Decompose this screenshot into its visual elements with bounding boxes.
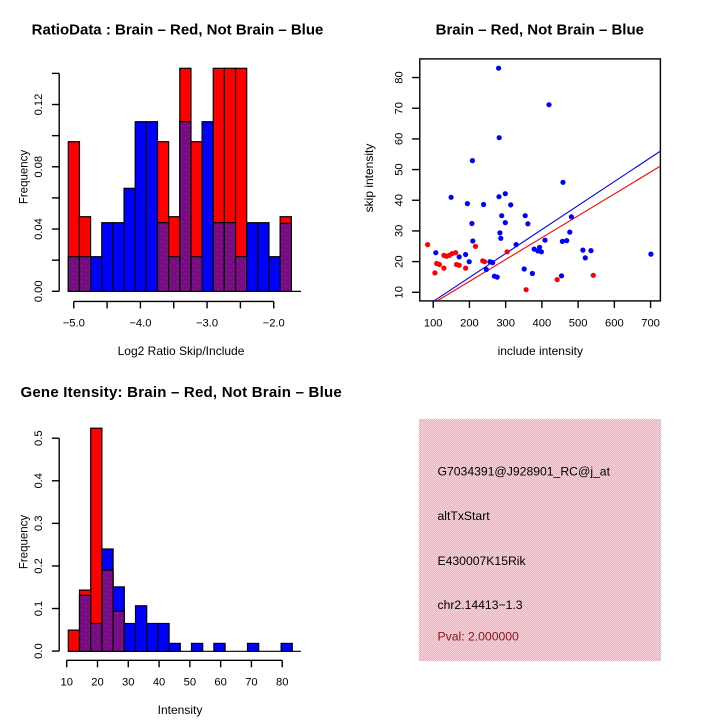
svg-text:0.12: 0.12 — [33, 94, 45, 116]
svg-text:−5.0: −5.0 — [63, 318, 85, 330]
svg-text:20: 20 — [91, 677, 103, 689]
svg-text:0.00: 0.00 — [33, 280, 45, 302]
svg-text:Log2 Ratio Skip/Include: Log2 Ratio Skip/Include — [118, 344, 245, 358]
svg-text:500: 500 — [569, 317, 588, 329]
svg-text:Frequency: Frequency — [19, 515, 31, 570]
svg-text:30: 30 — [394, 225, 406, 237]
svg-text:80: 80 — [276, 677, 288, 689]
svg-text:700: 700 — [641, 317, 660, 329]
svg-text:200: 200 — [460, 317, 479, 329]
svg-text:50: 50 — [394, 163, 406, 175]
svg-text:E430007K15Rik: E430007K15Rik — [438, 554, 527, 568]
svg-text:10: 10 — [60, 677, 72, 689]
svg-text:40: 40 — [153, 677, 165, 689]
svg-text:70: 70 — [245, 677, 257, 689]
svg-text:0.08: 0.08 — [33, 156, 45, 178]
svg-text:RatioData : Brain – Red, Not B: RatioData : Brain – Red, Not Brain – Blu… — [32, 22, 324, 39]
svg-text:60: 60 — [214, 677, 226, 689]
svg-text:−3.0: −3.0 — [196, 318, 218, 330]
svg-text:altTxStart: altTxStart — [438, 509, 491, 523]
svg-text:0.5: 0.5 — [33, 430, 45, 446]
svg-text:Intensity: Intensity — [158, 703, 203, 717]
svg-text:70: 70 — [394, 102, 406, 114]
svg-text:−4.0: −4.0 — [129, 318, 151, 330]
svg-text:10: 10 — [394, 286, 406, 298]
svg-text:400: 400 — [533, 317, 552, 329]
svg-text:G7034391@J928901_RC@j_at: G7034391@J928901_RC@j_at — [438, 465, 611, 479]
svg-text:0.0: 0.0 — [33, 643, 45, 659]
svg-text:40: 40 — [394, 194, 406, 206]
svg-text:30: 30 — [122, 677, 134, 689]
svg-text:0.2: 0.2 — [33, 558, 45, 574]
svg-text:Gene Itensity: Brain – Red, No: Gene Itensity: Brain – Red, Not Brain – … — [20, 384, 341, 401]
svg-text:−2.0: −2.0 — [263, 318, 285, 330]
svg-text:0.3: 0.3 — [33, 516, 45, 532]
svg-text:80: 80 — [394, 71, 406, 83]
svg-text:0.04: 0.04 — [33, 218, 45, 240]
svg-text:20: 20 — [394, 255, 406, 267]
svg-text:100: 100 — [424, 317, 443, 329]
svg-text:Brain – Red, Not Brain – Blue: Brain – Red, Not Brain – Blue — [436, 22, 644, 39]
svg-text:skip intensity: skip intensity — [362, 144, 376, 213]
svg-text:Frequency: Frequency — [19, 150, 31, 205]
svg-text:600: 600 — [605, 317, 624, 329]
svg-text:0.4: 0.4 — [33, 473, 45, 489]
svg-text:include intensity: include intensity — [498, 344, 583, 358]
svg-text:300: 300 — [496, 317, 515, 329]
svg-text:0.1: 0.1 — [33, 601, 45, 617]
svg-text:chr2.14413−1.3: chr2.14413−1.3 — [438, 598, 523, 612]
svg-text:60: 60 — [394, 133, 406, 145]
svg-text:Pval: 2.000000: Pval: 2.000000 — [438, 630, 520, 644]
svg-text:50: 50 — [184, 677, 196, 689]
